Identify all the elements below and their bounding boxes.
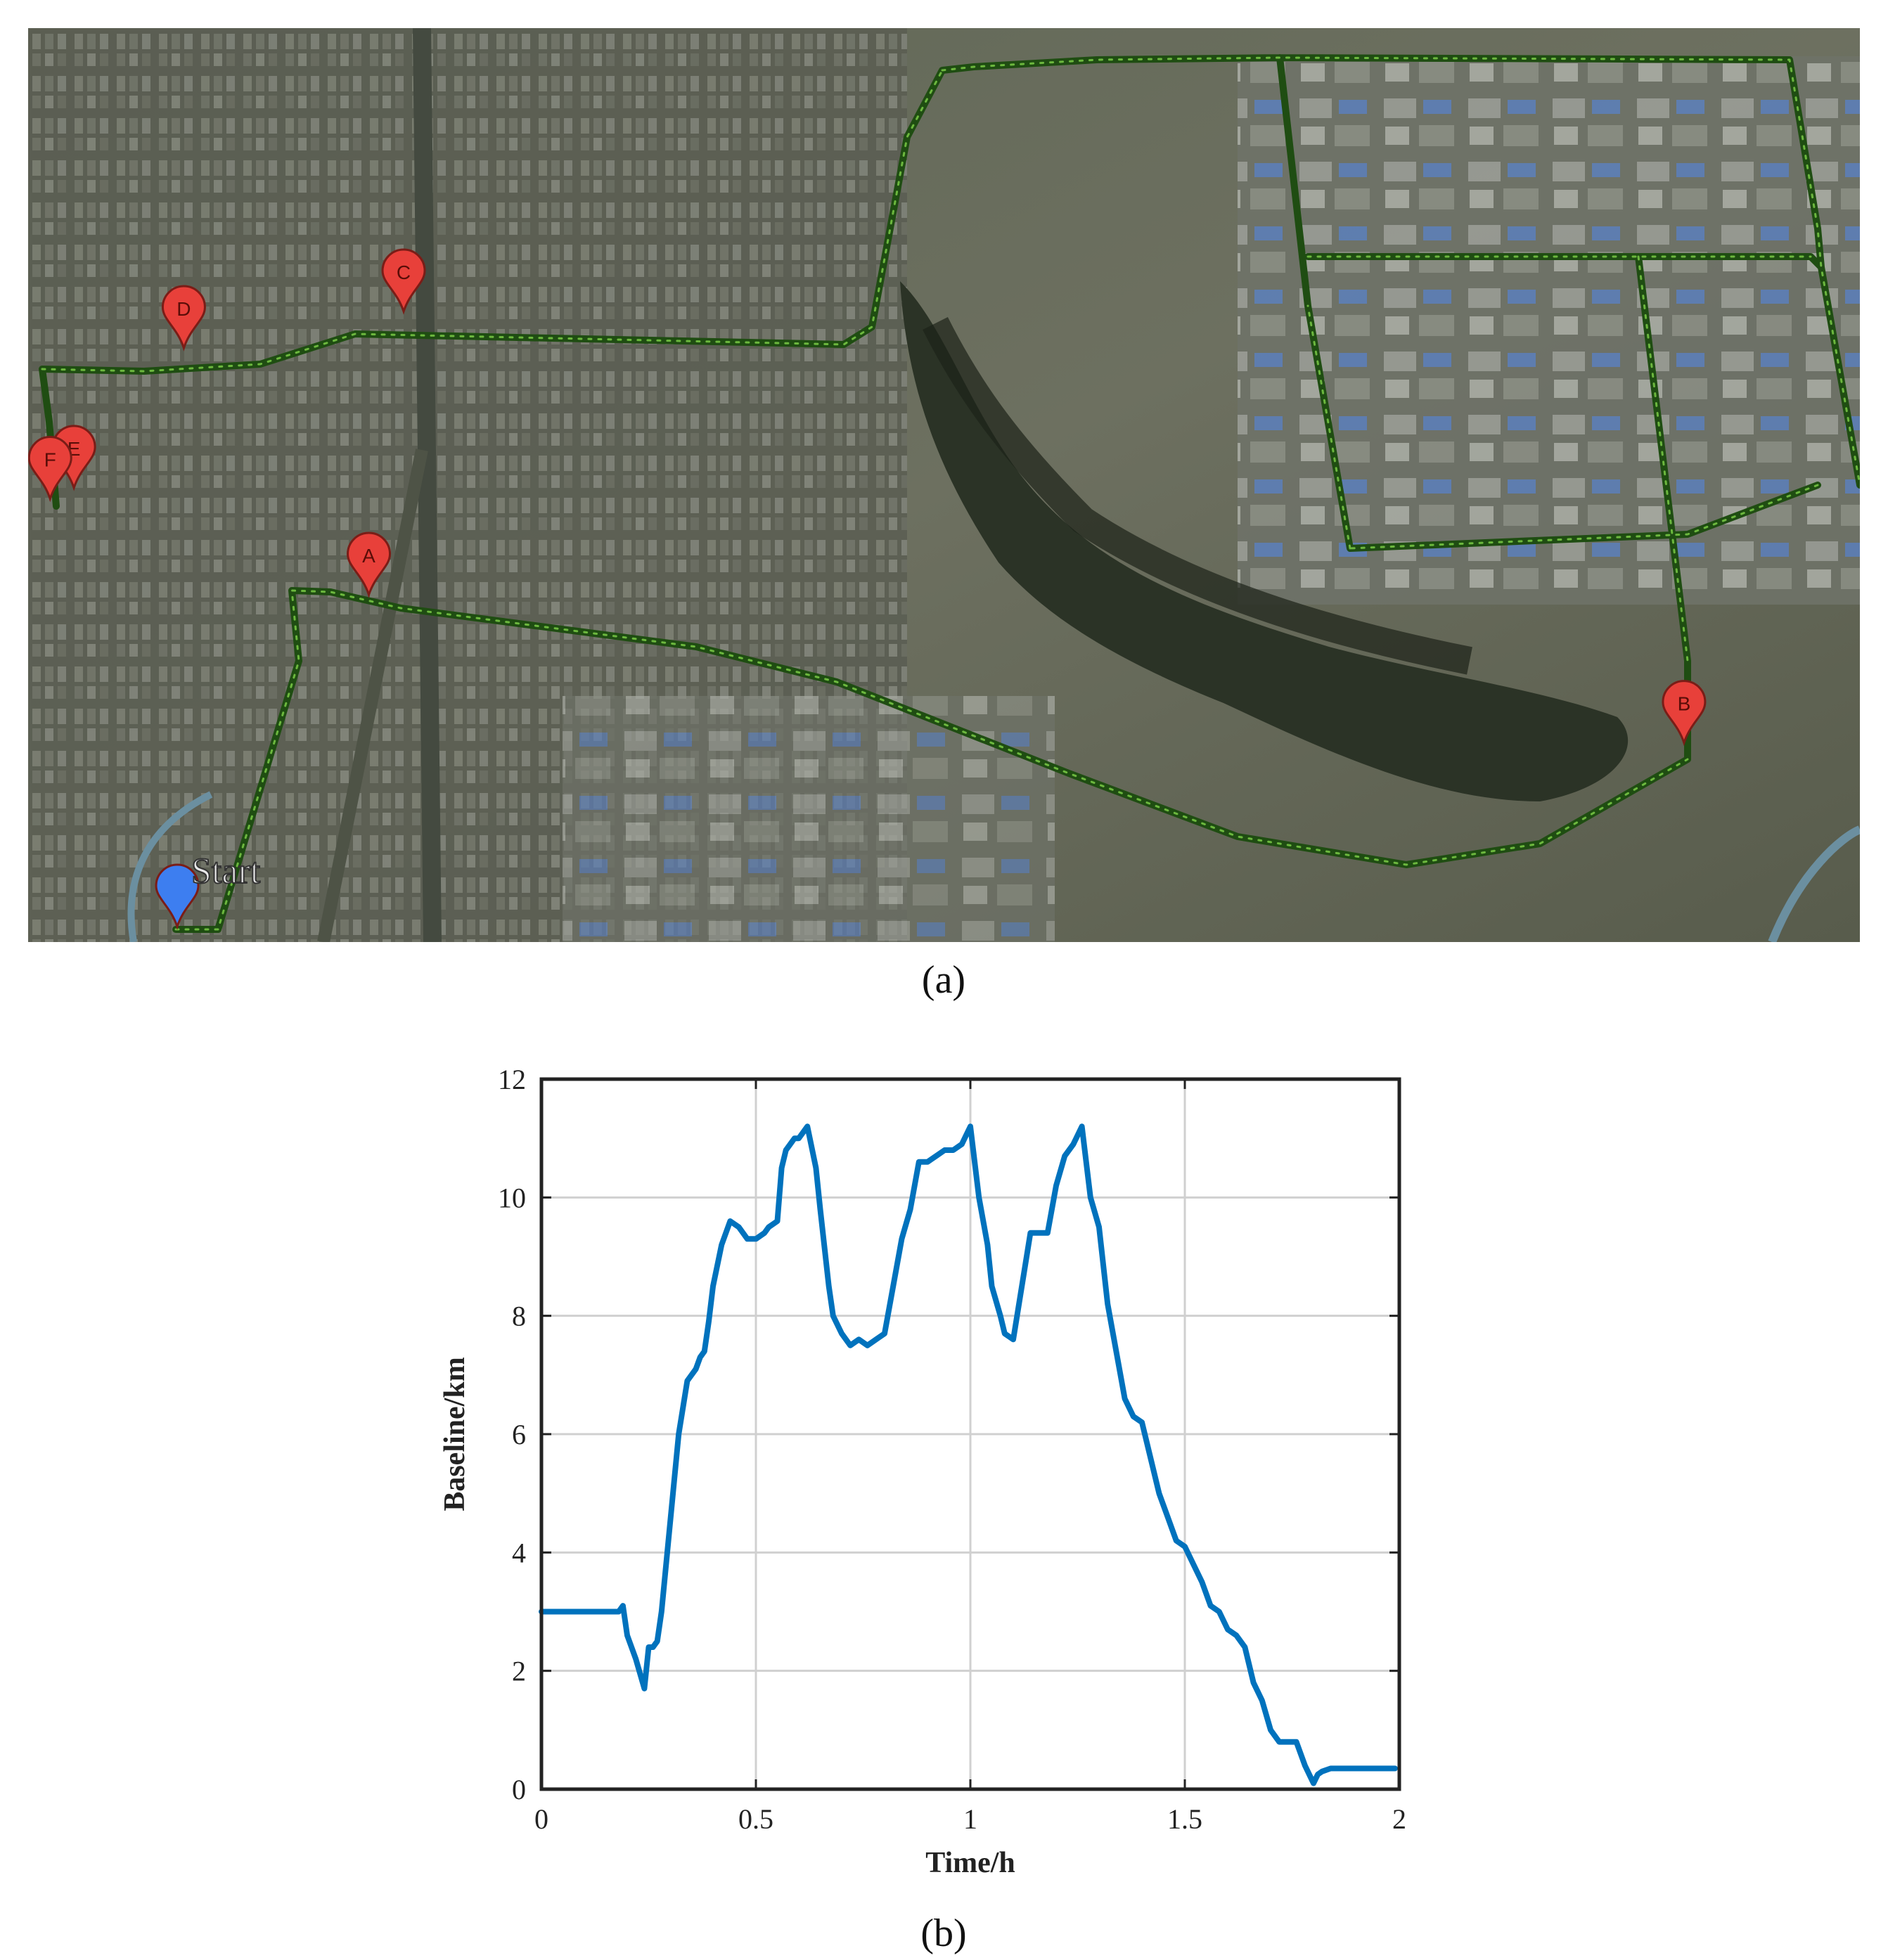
y-axis-label: Baseline/km xyxy=(439,1357,471,1511)
chart-grid xyxy=(540,1078,1401,1791)
x-tick-label: 1 xyxy=(963,1803,977,1835)
y-tick-label: 6 xyxy=(512,1419,526,1450)
map-marker-label: A xyxy=(362,545,375,567)
map-marker-label: D xyxy=(176,298,191,320)
route-path xyxy=(39,54,1860,933)
map-marker-d: D xyxy=(161,285,206,352)
y-tick-label: 12 xyxy=(498,1064,526,1095)
start-label: Start xyxy=(191,851,261,891)
map-pin-icon xyxy=(1662,680,1707,747)
x-tick-label: 0 xyxy=(534,1803,548,1835)
y-tick-label: 4 xyxy=(512,1537,526,1568)
x-axis-label: Time/h xyxy=(925,1847,1015,1879)
map-marker-f: F xyxy=(28,436,72,503)
map-pin-icon xyxy=(28,436,72,503)
map-marker-label: C xyxy=(397,262,411,283)
y-tick-label: 8 xyxy=(512,1301,526,1332)
figure-caption-a: (a) xyxy=(921,958,966,1002)
chart-series xyxy=(539,1123,1398,1786)
baseline-chart: 0 0.5 1 1.5 2 0 2 4 6 8 10 12 Time/h Baseline/km xyxy=(422,1051,1420,1888)
route-map: A B C D E F Start xyxy=(28,28,1860,942)
map-marker-b: B xyxy=(1662,680,1707,747)
map-pin-icon xyxy=(381,248,426,315)
y-tick-label: 2 xyxy=(512,1656,526,1687)
x-tick-label: 0.5 xyxy=(738,1803,773,1835)
map-marker-label: B xyxy=(1678,693,1691,715)
series-line-0 xyxy=(539,1123,1398,1786)
y-tick-label: 0 xyxy=(512,1774,526,1805)
map-marker-c: C xyxy=(381,248,426,315)
map-pin-icon xyxy=(161,285,206,352)
x-tick-label: 2 xyxy=(1392,1803,1406,1835)
map-marker-a: A xyxy=(347,531,392,598)
start-marker xyxy=(155,863,200,930)
y-tick-label: 10 xyxy=(498,1182,526,1213)
x-tick-label: 1.5 xyxy=(1167,1803,1202,1835)
map-pin-icon xyxy=(347,531,392,598)
figure-caption-b: (b) xyxy=(920,1911,967,1955)
map-pin-icon xyxy=(155,863,200,930)
chart-ticks: 0 0.5 1 1.5 2 0 2 4 6 8 10 12 xyxy=(498,1064,1406,1835)
map-marker-label: F xyxy=(44,449,56,471)
chart-canvas: 0 0.5 1 1.5 2 0 2 4 6 8 10 12 Time/h Baseline/km xyxy=(439,1064,1406,1879)
